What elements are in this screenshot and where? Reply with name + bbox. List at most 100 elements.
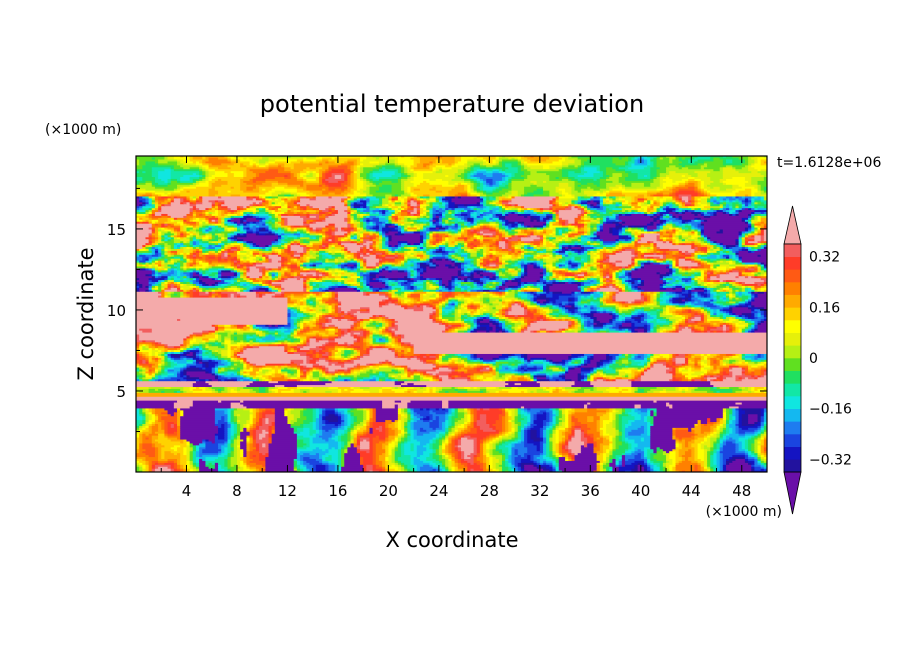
contour-cell xyxy=(612,437,617,440)
contour-cell xyxy=(748,450,752,454)
contour-cell xyxy=(546,440,550,444)
contour-cell xyxy=(666,458,673,461)
contour-cell xyxy=(442,446,446,450)
contour-cell xyxy=(536,433,541,436)
contour-cell xyxy=(388,462,396,465)
contour-cell xyxy=(517,437,522,440)
contour-cell xyxy=(498,446,509,450)
contour-cell xyxy=(650,444,677,448)
contour-cell xyxy=(514,435,519,438)
contour-cell xyxy=(230,470,235,472)
contour-cell xyxy=(183,440,188,444)
contour-cell xyxy=(697,462,702,465)
contour-cell xyxy=(177,446,184,450)
contour-cell xyxy=(325,456,333,459)
contour-cell xyxy=(647,464,651,467)
contour-cell xyxy=(637,464,642,467)
contour-cell xyxy=(744,458,749,461)
contour-cell xyxy=(404,452,418,456)
contour-cell xyxy=(186,464,191,467)
contour-cell xyxy=(148,470,153,472)
contour-cell xyxy=(195,446,200,450)
contour-cell xyxy=(511,456,516,459)
contour-cell xyxy=(558,429,566,432)
contour-cell xyxy=(543,429,547,432)
contour-cell xyxy=(584,433,588,436)
contour-cell xyxy=(511,460,516,463)
contour-cell xyxy=(751,442,755,446)
contour-cell xyxy=(498,458,503,461)
contour-cell xyxy=(180,433,216,436)
contour-cell xyxy=(432,437,437,440)
contour-cell xyxy=(599,429,604,432)
contour-cell xyxy=(189,444,194,448)
contour-cell xyxy=(656,450,664,454)
contour-cell xyxy=(366,464,374,467)
contour-cell xyxy=(539,440,544,444)
contour-cell xyxy=(703,464,708,467)
contour-cell xyxy=(410,446,415,450)
contour-cell xyxy=(271,437,298,440)
contour-cell xyxy=(483,440,487,444)
contour-cell xyxy=(609,444,613,448)
contour-cell xyxy=(524,435,528,438)
contour-cell xyxy=(596,470,601,472)
contour-cell xyxy=(675,464,696,467)
contour-cell xyxy=(606,462,610,465)
contour-cell xyxy=(268,435,273,438)
contour-cell xyxy=(653,462,661,465)
contour-cell xyxy=(413,456,418,459)
contour-cell xyxy=(691,438,696,442)
contour-cell xyxy=(366,466,374,469)
contour-cell xyxy=(760,460,765,463)
contour-cell xyxy=(738,438,746,442)
contour-cell xyxy=(249,452,260,456)
contour-cell xyxy=(378,456,386,459)
contour-cell xyxy=(725,462,730,465)
contour-cell xyxy=(741,440,746,444)
contour-cell xyxy=(180,470,184,472)
contour-cell xyxy=(154,466,159,469)
contour-cell xyxy=(681,470,686,472)
contour-cell xyxy=(347,440,352,444)
contour-cell xyxy=(331,437,339,440)
contour-cell xyxy=(397,464,402,467)
contour-cell xyxy=(621,433,626,436)
contour-cell xyxy=(199,454,203,458)
contour-cell xyxy=(546,438,550,442)
contour-cell xyxy=(707,438,711,442)
contour-cell xyxy=(495,433,500,436)
contour-cell xyxy=(435,435,440,438)
contour-cell xyxy=(751,470,755,472)
contour-cell xyxy=(353,444,358,448)
contour-cell xyxy=(543,448,547,452)
contour-cell xyxy=(580,437,588,440)
contour-cell xyxy=(552,429,557,432)
contour-cell xyxy=(429,462,437,465)
contour-cell xyxy=(432,446,440,450)
contour-cell xyxy=(473,456,478,459)
contour-cell xyxy=(296,452,304,456)
contour-cell xyxy=(530,433,538,436)
contour-cell xyxy=(520,438,525,442)
contour-cell xyxy=(173,464,178,467)
contour-cell xyxy=(476,458,484,461)
contour-cell xyxy=(618,446,629,450)
contour-cell xyxy=(643,456,648,459)
contour-cell xyxy=(514,444,525,448)
contour-cell xyxy=(640,452,645,456)
contour-cell xyxy=(432,454,440,458)
contour-cell xyxy=(625,452,632,456)
contour-cell xyxy=(312,437,323,440)
contour-cell xyxy=(700,446,705,450)
contour-cell xyxy=(520,460,535,463)
contour-cell xyxy=(341,438,348,442)
contour-cell xyxy=(246,454,251,458)
contour-cell xyxy=(593,444,598,448)
contour-cell xyxy=(546,442,550,446)
contour-cell xyxy=(495,456,503,459)
contour-cell xyxy=(599,470,604,472)
contour-cell xyxy=(350,431,355,434)
contour-cell xyxy=(489,468,494,471)
contour-cell xyxy=(435,448,440,452)
